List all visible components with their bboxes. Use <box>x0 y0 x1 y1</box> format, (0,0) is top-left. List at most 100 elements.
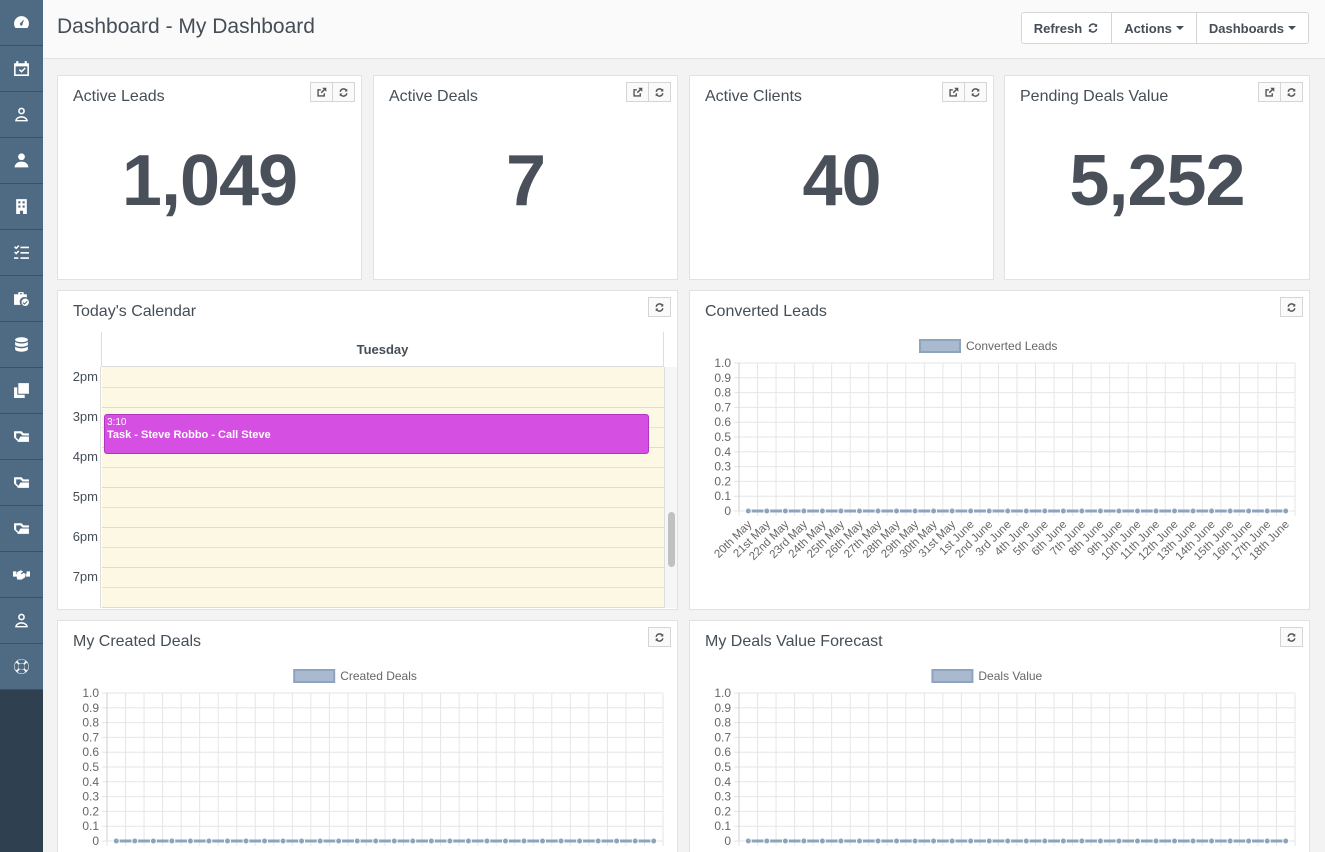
data-point <box>930 507 938 515</box>
data-point <box>1282 837 1290 845</box>
sidebar-item-documents[interactable] <box>0 368 43 414</box>
open-external-button[interactable] <box>626 82 649 102</box>
panel-refresh-button[interactable] <box>1280 627 1303 647</box>
legend-label: Deals Value <box>978 669 1042 683</box>
calendar-scrollbar-thumb[interactable] <box>668 512 675 567</box>
sidebar-item-cases[interactable] <box>0 276 43 322</box>
panel-refresh-button[interactable] <box>1280 297 1303 317</box>
data-point <box>1245 507 1253 515</box>
deal-outline-icon <box>14 523 29 534</box>
sidebar-item-deals-outline[interactable] <box>0 506 43 552</box>
panel-refresh-button[interactable] <box>332 82 355 102</box>
data-point <box>223 837 231 845</box>
caret-down-icon <box>1175 26 1184 30</box>
stat-panel-pending-deals-value: Pending Deals Value 5,252 <box>1004 75 1310 280</box>
data-point <box>781 507 789 515</box>
sidebar-item-calendar[interactable] <box>0 46 43 92</box>
data-point <box>427 837 435 845</box>
data-point <box>800 837 808 845</box>
y-tick-label: 0.1 <box>714 819 731 833</box>
y-tick-label: 0 <box>92 834 99 848</box>
refresh-button[interactable]: Refresh <box>1022 13 1111 43</box>
sidebar-item-partners[interactable] <box>0 552 43 598</box>
sidebar-item-help[interactable] <box>0 644 43 690</box>
data-point <box>594 837 602 845</box>
user-profile-icon <box>15 613 28 628</box>
data-point <box>948 507 956 515</box>
data-point <box>1078 507 1086 515</box>
sidebar-item-deals-alt[interactable] <box>0 460 43 506</box>
data-point <box>464 837 472 845</box>
sidebar-item-companies[interactable] <box>0 184 43 230</box>
y-tick-label: 0.6 <box>82 745 99 759</box>
refresh-icon <box>655 302 664 312</box>
calendar-slot-line <box>102 467 664 468</box>
created-deals-chart: Created Deals 1.00.90.80.70.60.50.40.30.2… <box>82 669 664 848</box>
deal-alt-icon <box>14 477 29 488</box>
calendar-event-time: 3:10 <box>107 417 127 428</box>
y-tick-label: 1.0 <box>82 686 99 700</box>
panel-refresh-button[interactable] <box>1280 82 1303 102</box>
panel-refresh-button[interactable] <box>648 82 671 102</box>
data-point <box>446 837 454 845</box>
legend-swatch <box>919 339 961 353</box>
created-deals-panel: My Created Deals Created Deals 1.0 0.9 0.8 0… <box>57 620 678 852</box>
sidebar-item-profile[interactable] <box>0 598 43 644</box>
sidebar-item-deals[interactable] <box>0 414 43 460</box>
sidebar-item-dashboard[interactable] <box>0 0 43 46</box>
data-point <box>1282 507 1290 515</box>
data-point <box>911 837 919 845</box>
sidebar-item-database[interactable] <box>0 322 43 368</box>
data-point <box>650 837 658 845</box>
data-point <box>893 507 901 515</box>
data-point <box>1004 837 1012 845</box>
refresh-icon <box>339 87 348 97</box>
calendar-event[interactable]: 3:10 Task - Steve Robbo - Call Steve <box>104 414 649 454</box>
user-outline-icon <box>15 107 28 122</box>
legend-label: Converted Leads <box>966 339 1057 353</box>
dashboards-dropdown[interactable]: Dashboards <box>1195 13 1308 43</box>
refresh-button-label: Refresh <box>1033 20 1083 36</box>
chart-panel-title: My Created Deals <box>73 633 202 650</box>
handshake-icon <box>13 570 30 581</box>
y-tick-label: 0.6 <box>714 415 731 429</box>
stat-value: 40 <box>802 141 881 221</box>
y-tick-label: 0.9 <box>714 371 731 385</box>
data-point <box>1115 837 1123 845</box>
data-point <box>316 837 324 845</box>
data-point <box>372 837 380 845</box>
data-point <box>1133 837 1141 845</box>
sidebar-item-tasks[interactable] <box>0 230 43 276</box>
data-point <box>149 837 157 845</box>
data-point <box>1004 507 1012 515</box>
open-external-button[interactable] <box>310 82 333 102</box>
page-title: Dashboard - My Dashboard <box>57 15 315 38</box>
y-tick-label: 0.8 <box>714 386 731 400</box>
sidebar-item-contacts[interactable] <box>0 138 43 184</box>
panel-tools <box>1280 297 1303 317</box>
open-external-button[interactable] <box>942 82 965 102</box>
data-point <box>1022 837 1030 845</box>
data-point <box>298 837 306 845</box>
calendar-day-column[interactable] <box>102 367 664 608</box>
data-point <box>855 507 863 515</box>
deals-forecast-chart: Deals Value 1.00.90.80.70.60.50.40.30.20.… <box>714 669 1296 848</box>
legend-swatch <box>931 669 974 683</box>
y-tick-label: 0.4 <box>82 775 99 789</box>
data-point <box>186 837 194 845</box>
calendar-scrollbar[interactable] <box>664 367 677 608</box>
panel-refresh-button[interactable] <box>648 627 671 647</box>
y-tick-label: 0.9 <box>714 701 731 715</box>
calendar-slot-line <box>102 387 664 388</box>
data-point <box>557 837 565 845</box>
panel-tools <box>626 82 671 102</box>
panel-tools <box>310 82 355 102</box>
data-point <box>930 837 938 845</box>
actions-dropdown[interactable]: Actions <box>1111 13 1196 43</box>
sidebar-item-leads[interactable] <box>0 92 43 138</box>
panel-refresh-button[interactable] <box>964 82 987 102</box>
toolbar: Refresh Actions Dashboards <box>1020 12 1309 44</box>
calendar-time-label: 3pm <box>72 409 98 424</box>
panel-refresh-button[interactable] <box>648 297 671 317</box>
open-external-button[interactable] <box>1258 82 1281 102</box>
